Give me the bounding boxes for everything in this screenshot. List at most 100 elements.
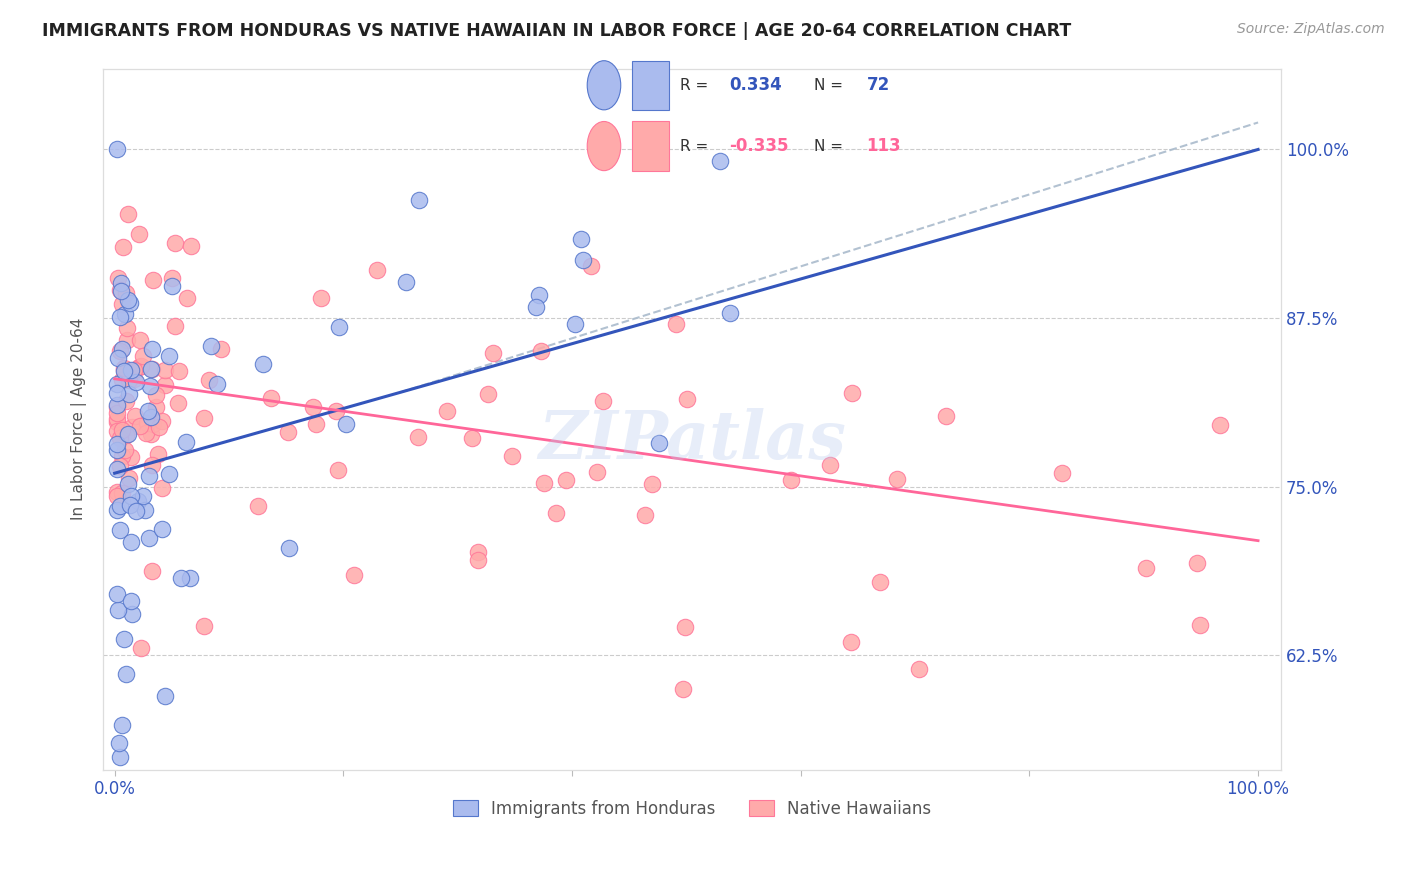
Point [105,397,128,411]
Point [586,465,609,479]
Point [108,344,131,359]
Text: 113: 113 [866,137,901,155]
Point [335,417,357,431]
Point [125,375,148,389]
Point [108,736,131,750]
Point [252,357,274,371]
Point [160,271,183,285]
Point [118,373,141,387]
Point [174,434,197,449]
Point [908,662,931,676]
Point [676,392,699,406]
Point [122,372,145,386]
Point [581,259,603,273]
Point [120,535,142,549]
Point [121,420,143,434]
Point [115,321,138,335]
Point [408,193,430,207]
Point [117,426,139,441]
Point [709,153,731,168]
Point [180,239,202,253]
Text: N =: N = [814,138,844,153]
Point [1185,556,1208,570]
Point [105,412,128,426]
Point [128,360,150,375]
Point [128,227,150,241]
Point [260,391,283,405]
Point [121,607,143,621]
Text: -0.335: -0.335 [728,137,789,155]
Point [145,388,167,402]
Point [148,420,170,434]
Point [167,364,190,378]
Point [117,293,139,307]
Point [647,436,669,450]
Point [886,472,908,486]
Point [592,394,614,409]
Point [205,377,228,392]
Point [461,431,484,445]
Point [139,410,162,425]
Point [112,240,135,254]
Point [129,359,152,374]
Point [136,416,159,430]
Point [869,574,891,589]
Point [395,275,418,289]
Point [477,387,499,401]
Point [117,476,139,491]
Point [633,508,655,522]
Point [105,376,128,391]
Point [325,404,347,418]
Point [155,689,177,703]
Point [366,263,388,277]
Point [138,531,160,545]
Point [120,489,142,503]
Point [138,378,160,392]
Point [117,207,139,221]
Point [153,378,176,392]
Point [118,498,141,512]
Point [718,306,741,320]
Point [146,446,169,460]
Point [673,620,696,634]
Point [145,400,167,414]
Point [309,291,332,305]
Point [554,474,576,488]
Point [105,437,128,451]
Point [157,349,180,363]
Point [120,593,142,607]
Point [114,443,136,458]
Point [141,458,163,472]
Point [125,504,148,518]
Point [111,342,134,356]
Point [155,363,177,377]
Point [467,553,489,567]
Point [818,458,841,473]
Text: N =: N = [814,78,844,93]
Point [127,494,149,508]
Point [105,143,128,157]
Legend: Immigrants from Honduras, Native Hawaiians: Immigrants from Honduras, Native Hawaiia… [446,794,938,825]
Point [163,319,186,334]
Point [107,603,129,617]
Point [544,507,567,521]
Point [124,409,146,423]
Point [110,373,132,387]
Point [198,373,221,387]
Point [571,252,593,267]
Point [138,469,160,483]
Point [122,363,145,377]
Point [108,749,131,764]
Point [150,522,173,536]
Point [564,317,586,331]
Point [482,346,505,360]
Point [1188,618,1211,632]
Ellipse shape [588,121,621,170]
Point [105,489,128,503]
Point [114,307,136,321]
Point [105,503,128,517]
Point [157,467,180,482]
Point [328,463,350,477]
FancyBboxPatch shape [631,121,669,170]
Point [277,425,299,440]
